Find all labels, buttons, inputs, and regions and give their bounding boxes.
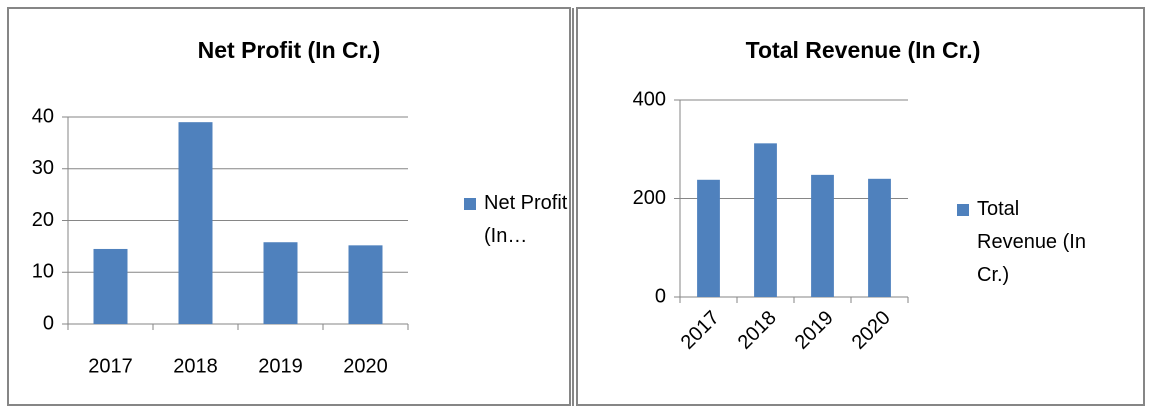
legend-swatch — [464, 198, 476, 210]
chart-title: Total Revenue (In Cr.) — [746, 37, 981, 63]
bar — [868, 178, 891, 297]
x-tick-label: 2018 — [734, 307, 781, 354]
x-tick-label: 2020 — [343, 355, 388, 377]
x-tick-label: 2019 — [258, 355, 303, 377]
legend-line: Total — [977, 198, 1019, 220]
legend-swatch — [957, 204, 969, 216]
y-tick-label: 40 — [32, 105, 54, 127]
x-tick-label: 2017 — [677, 307, 724, 354]
legend-line: Net Profit — [484, 192, 568, 214]
x-tick-label: 2018 — [173, 355, 218, 377]
bar — [178, 122, 213, 324]
y-tick-label: 10 — [32, 261, 54, 283]
y-tick-label: 0 — [43, 312, 54, 334]
legend-line: (In… — [484, 225, 527, 247]
bar — [263, 242, 298, 324]
legend-line: Revenue (In — [977, 231, 1086, 253]
bar — [811, 174, 834, 297]
y-tick-label: 400 — [633, 88, 666, 110]
y-tick-label: 0 — [655, 285, 666, 307]
bar — [697, 179, 720, 297]
chart-title: Net Profit (In Cr.) — [198, 37, 381, 63]
x-tick-label: 2019 — [791, 307, 838, 354]
y-tick-label: 20 — [32, 209, 54, 231]
panel-border — [576, 7, 1145, 406]
legend-label: Net Profit (In… — [484, 192, 568, 247]
x-tick-label: 2017 — [88, 355, 133, 377]
bar — [93, 248, 128, 324]
legend-label: Total Revenue (In Cr.) — [977, 198, 1086, 286]
legend-line: Cr.) — [977, 264, 1009, 286]
x-tick-label: 2020 — [848, 307, 895, 354]
panel-border — [7, 7, 571, 406]
bar — [348, 245, 383, 324]
y-tick-label: 200 — [633, 187, 666, 209]
y-tick-label: 30 — [32, 157, 54, 179]
bar — [754, 143, 777, 297]
